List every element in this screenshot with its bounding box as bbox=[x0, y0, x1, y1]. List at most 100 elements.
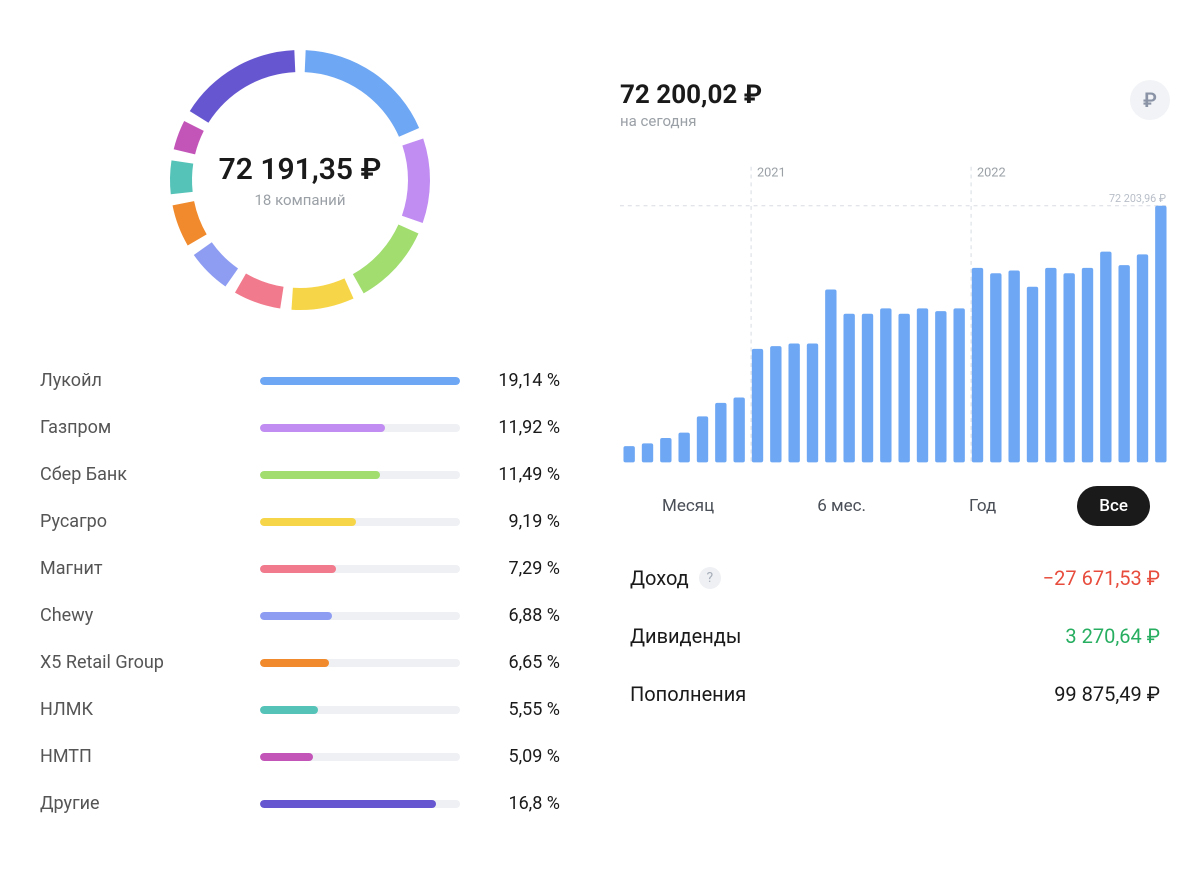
holding-name: НМТП bbox=[40, 746, 240, 767]
holding-bar-track bbox=[260, 424, 460, 432]
ruble-icon: ₽ bbox=[1143, 88, 1157, 112]
history-bar[interactable] bbox=[1118, 265, 1129, 462]
holding-bar-track bbox=[260, 377, 460, 385]
history-bar[interactable] bbox=[1155, 206, 1166, 463]
donut-chart-wrap: 72 191,35 ₽ 18 компаний bbox=[30, 30, 570, 330]
holding-row[interactable]: Русагро 9,19 % bbox=[40, 511, 560, 532]
holdings-list: Лукойл 19,14 % Газпром 11,92 % Сбер Банк11,4… bbox=[30, 370, 570, 814]
holding-percent: 11,92 % bbox=[480, 417, 560, 438]
holding-name: Газпром bbox=[40, 417, 240, 438]
holding-percent: 11,49 % bbox=[480, 464, 560, 485]
holding-name: Магнит bbox=[40, 558, 240, 579]
holding-percent: 6,65 % bbox=[480, 652, 560, 673]
holding-row[interactable]: НМТП5,09 % bbox=[40, 746, 560, 767]
history-bar[interactable] bbox=[1008, 271, 1019, 463]
holding-row[interactable]: Газпром 11,92 % bbox=[40, 417, 560, 438]
reference-line-label: 72 203,96 ₽ bbox=[1109, 192, 1166, 205]
history-bar[interactable] bbox=[990, 273, 1001, 462]
holding-bar-track bbox=[260, 659, 460, 667]
year-marker-label: 2021 bbox=[757, 166, 786, 181]
stats-list: Доход?−27 671,53 ₽Дивиденды3 270,64 ₽Поп… bbox=[620, 566, 1170, 706]
history-bar[interactable] bbox=[880, 308, 891, 462]
year-marker-label: 2022 bbox=[977, 166, 1006, 181]
holding-row[interactable]: Магнит7,29 % bbox=[40, 558, 560, 579]
holding-percent: 9,19 % bbox=[480, 511, 560, 532]
holding-name: Другие bbox=[40, 793, 240, 814]
holding-percent: 16,8 % bbox=[480, 793, 560, 814]
portfolio-panel: 72 191,35 ₽ 18 компаний Лукойл 19,14 % Газ… bbox=[30, 20, 570, 869]
stat-row: Дивиденды 3 270,64 ₽ bbox=[630, 624, 1160, 648]
history-bar-chart: 72 203,96 ₽ 2021 2022 bbox=[620, 160, 1170, 470]
period-tab[interactable]: 6 мес. bbox=[795, 486, 888, 526]
holding-bar-fill bbox=[260, 706, 318, 714]
history-bar[interactable] bbox=[678, 433, 689, 463]
holding-row[interactable]: X5 Retail Group 6,65 % bbox=[40, 652, 560, 673]
donut-chart: 72 191,35 ₽ 18 компаний bbox=[150, 30, 450, 330]
stat-label: Дивиденды bbox=[630, 624, 741, 648]
holding-bar-fill bbox=[260, 377, 460, 385]
history-bar[interactable] bbox=[1027, 287, 1038, 463]
donut-center: 72 191,35 ₽ 18 компаний bbox=[150, 30, 450, 330]
history-bar[interactable] bbox=[788, 343, 799, 462]
period-tab[interactable]: Все bbox=[1077, 486, 1150, 526]
history-bar[interactable] bbox=[660, 438, 671, 462]
holding-bar-track bbox=[260, 565, 460, 573]
history-bar[interactable] bbox=[843, 314, 854, 463]
holding-percent: 19,14 % bbox=[480, 370, 560, 391]
holding-name: НЛМК bbox=[40, 699, 240, 720]
holding-bar-fill bbox=[260, 753, 313, 761]
history-bar[interactable] bbox=[715, 403, 726, 462]
stat-row: Доход? −27 671,53 ₽ bbox=[630, 566, 1160, 590]
history-bar[interactable] bbox=[752, 349, 763, 462]
history-bar[interactable] bbox=[1137, 254, 1148, 462]
holding-row[interactable]: Другие 16,8 % bbox=[40, 793, 560, 814]
history-bar[interactable] bbox=[953, 308, 964, 462]
holding-percent: 5,55 % bbox=[480, 699, 560, 720]
stat-value: −27 671,53 ₽ bbox=[1043, 566, 1160, 590]
period-tab[interactable]: Год bbox=[947, 486, 1018, 526]
history-bar[interactable] bbox=[825, 289, 836, 462]
holding-bar-track bbox=[260, 753, 460, 761]
holding-row[interactable]: Chewy 6,88 % bbox=[40, 605, 560, 626]
holding-percent: 6,88 % bbox=[480, 605, 560, 626]
history-bar[interactable] bbox=[1100, 252, 1111, 463]
holding-name: Лукойл bbox=[40, 370, 240, 391]
holding-bar-fill bbox=[260, 612, 332, 620]
holding-bar-fill bbox=[260, 800, 436, 808]
holding-name: Русагро bbox=[40, 511, 240, 532]
holding-bar-fill bbox=[260, 518, 356, 526]
history-bar[interactable] bbox=[898, 314, 909, 463]
holding-row[interactable]: НЛМК 5,55 % bbox=[40, 699, 560, 720]
portfolio-subtitle: 18 компаний bbox=[255, 191, 346, 209]
history-panel: 72 200,02 ₽ на сегодня ₽ 72 203,96 ₽ 2021… bbox=[620, 20, 1170, 869]
holding-row[interactable]: Сбер Банк11,49 % bbox=[40, 464, 560, 485]
holding-bar-track bbox=[260, 612, 460, 620]
history-bar[interactable] bbox=[807, 343, 818, 462]
currency-badge[interactable]: ₽ bbox=[1130, 80, 1170, 120]
history-bar[interactable] bbox=[1063, 273, 1074, 462]
history-bar[interactable] bbox=[1045, 268, 1056, 462]
history-bar[interactable] bbox=[972, 268, 983, 462]
holding-bar-track bbox=[260, 518, 460, 526]
period-tab[interactable]: Месяц bbox=[640, 486, 736, 526]
history-bar[interactable] bbox=[697, 416, 708, 462]
history-bar[interactable] bbox=[935, 311, 946, 462]
holding-name: Chewy bbox=[40, 605, 240, 626]
history-bar[interactable] bbox=[642, 443, 653, 462]
history-bar[interactable] bbox=[917, 308, 928, 462]
help-icon[interactable]: ? bbox=[699, 567, 721, 589]
history-bar[interactable] bbox=[862, 314, 873, 463]
stat-value: 3 270,64 ₽ bbox=[1065, 624, 1160, 648]
balance-row: 72 200,02 ₽ на сегодня ₽ bbox=[620, 80, 1170, 130]
holding-bar-fill bbox=[260, 565, 336, 573]
history-bar[interactable] bbox=[733, 398, 744, 463]
holding-row[interactable]: Лукойл 19,14 % bbox=[40, 370, 560, 391]
holding-name: X5 Retail Group bbox=[40, 652, 240, 673]
history-bar[interactable] bbox=[770, 346, 781, 462]
holding-bar-track bbox=[260, 471, 460, 479]
history-bar[interactable] bbox=[1082, 268, 1093, 462]
history-bar[interactable] bbox=[623, 446, 634, 462]
balance-subtitle: на сегодня bbox=[620, 112, 762, 130]
stat-label: Доход? bbox=[630, 566, 721, 590]
portfolio-total: 72 191,35 ₽ bbox=[219, 152, 382, 187]
